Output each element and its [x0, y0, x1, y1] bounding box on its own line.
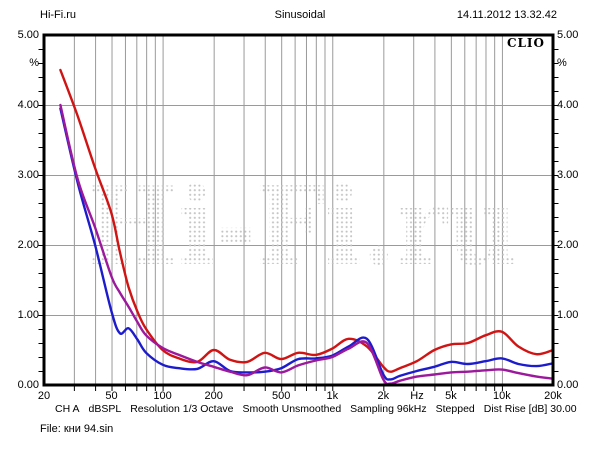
plot-frame [42, 33, 555, 387]
curve-red-trace [59, 68, 553, 373]
curve-blue-trace [59, 107, 553, 381]
measurement-setting: Sampling 96kHz [350, 403, 427, 415]
y-tick-label: 2.00 [17, 239, 39, 251]
measurement-setting: Dist Rise [dB] 30.00 [483, 403, 577, 415]
site-label: Hi-Fi.ru [40, 9, 77, 21]
y-tick-label: 4.00 [17, 99, 39, 111]
measurement-setting: CH A [55, 403, 80, 415]
file-label: File: кни 94.sin [40, 423, 114, 435]
y-tick-label: 1.00 [17, 309, 39, 321]
measurement-setting: Stepped [435, 403, 475, 415]
x-tick-label: 20 [37, 390, 51, 402]
x-axis-unit-label: Hz [410, 390, 424, 402]
x-tick-label: 500 [272, 390, 291, 402]
settings-bar: CH A dBSPL Resolution 1/3 Octave Smooth Uns… [55, 403, 577, 415]
curve-purple-trace [59, 103, 553, 385]
x-tick-label: 5k [445, 390, 457, 402]
x-tick-label: 10k [493, 390, 511, 402]
x-tick-label: 20k [544, 390, 562, 402]
y-tick-label: 0.00 [17, 379, 39, 391]
curves [59, 68, 553, 385]
y-tick-label: 5.00 [17, 29, 39, 41]
x-tick-label: 1k [326, 390, 339, 402]
y-tick-label: 2.00 [557, 239, 579, 251]
y-tick-label: 3.00 [17, 169, 39, 181]
clio-brand-label: CLIO [506, 36, 545, 50]
watermark: Hi-Fi.ru [86, 164, 518, 290]
measurement-title: Sinusoidal [274, 9, 326, 21]
measurement-setting: dBSPL [88, 403, 122, 415]
y-axis-unit-label: % [557, 57, 567, 69]
x-tick-label: 2k [377, 390, 390, 402]
y-tick-label: 4.00 [557, 99, 579, 111]
y-tick-label: 5.00 [557, 29, 579, 41]
y-axis-unit-label: % [29, 57, 39, 69]
y-tick-label: 0.00 [557, 379, 579, 391]
x-tick-label: 50 [105, 390, 118, 402]
measurement-setting: Smooth Unsmoothed [242, 403, 342, 415]
measurement-setting: Resolution 1/3 Octave [130, 403, 234, 415]
datetime-label: 14.11.2012 13.32.42 [456, 9, 557, 21]
grid [44, 35, 553, 385]
x-tick-label: 100 [153, 390, 172, 402]
axis-ticks [38, 49, 559, 391]
x-tick-label: 200 [204, 390, 223, 402]
y-tick-label: 3.00 [557, 169, 579, 181]
y-tick-label: 1.00 [557, 309, 579, 321]
